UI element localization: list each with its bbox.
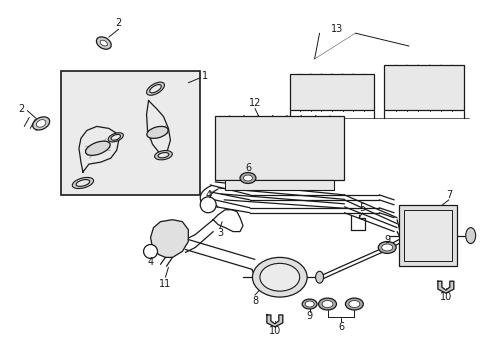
Bar [215, 116, 344, 180]
Ellipse shape [315, 271, 323, 283]
Text: 4: 4 [205, 190, 211, 200]
Ellipse shape [348, 301, 359, 307]
Ellipse shape [252, 257, 306, 297]
Ellipse shape [154, 150, 172, 160]
Text: 6: 6 [338, 322, 344, 332]
Ellipse shape [33, 117, 50, 130]
Ellipse shape [260, 264, 299, 291]
Text: 7: 7 [445, 190, 451, 200]
Ellipse shape [302, 299, 316, 309]
Text: 9: 9 [384, 234, 389, 244]
Ellipse shape [85, 141, 110, 156]
Ellipse shape [240, 172, 255, 184]
Ellipse shape [465, 228, 475, 243]
Text: 10: 10 [439, 292, 451, 302]
Bar [398, 205, 456, 266]
Text: 13: 13 [331, 24, 343, 34]
Bar [224, 180, 334, 190]
Ellipse shape [322, 301, 332, 307]
Ellipse shape [158, 153, 168, 158]
Polygon shape [150, 220, 188, 257]
Text: 4: 4 [147, 257, 153, 267]
Polygon shape [437, 281, 453, 293]
Text: 2: 2 [18, 104, 24, 113]
Ellipse shape [381, 244, 392, 251]
Ellipse shape [36, 120, 46, 127]
Circle shape [143, 244, 157, 258]
Ellipse shape [76, 180, 89, 186]
Text: 5: 5 [359, 203, 365, 213]
Text: 8: 8 [251, 296, 258, 306]
Ellipse shape [146, 126, 168, 138]
Text: 11: 11 [159, 279, 171, 289]
Text: 3: 3 [217, 228, 223, 238]
Ellipse shape [377, 242, 395, 253]
Bar [61, 71, 200, 195]
Text: 9: 9 [306, 311, 312, 321]
Bar [384, 65, 463, 109]
Text: 10: 10 [268, 326, 281, 336]
Ellipse shape [243, 175, 252, 181]
Text: 12: 12 [248, 98, 261, 108]
Ellipse shape [345, 298, 363, 310]
Bar [289, 74, 373, 109]
Ellipse shape [146, 82, 164, 95]
Polygon shape [266, 315, 282, 327]
Text: 1: 1 [202, 71, 208, 81]
Ellipse shape [108, 133, 123, 142]
Ellipse shape [72, 177, 93, 189]
Ellipse shape [149, 85, 161, 93]
Ellipse shape [96, 37, 111, 49]
Ellipse shape [100, 40, 107, 46]
Text: 6: 6 [244, 163, 250, 173]
Ellipse shape [318, 298, 336, 310]
Bar [403, 210, 451, 261]
Ellipse shape [111, 134, 120, 140]
Circle shape [200, 197, 216, 213]
Ellipse shape [305, 301, 313, 307]
Text: 2: 2 [115, 18, 122, 28]
